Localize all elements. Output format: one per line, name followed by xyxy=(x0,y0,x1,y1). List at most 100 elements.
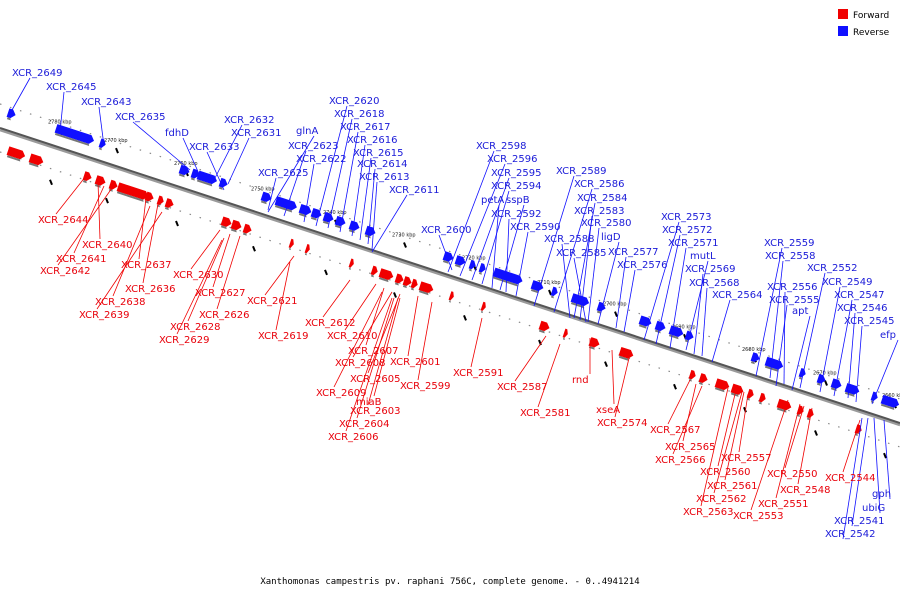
forward-label-leader xyxy=(264,255,295,296)
tick-label: 2670 kbp xyxy=(813,370,837,376)
reverse-gene-arrow xyxy=(750,352,760,365)
reverse-gene-label: efp xyxy=(880,330,896,341)
reverse-gene-arrow-shadow xyxy=(454,264,461,268)
forward-label-leader xyxy=(352,291,393,358)
forward-gene-arrow-shape xyxy=(758,392,766,403)
forward-label-leader xyxy=(97,181,101,240)
tick-label: 2660 kbp xyxy=(882,393,900,399)
reverse-label-leader xyxy=(227,137,250,185)
tick-mark xyxy=(393,292,397,298)
forward-gene-arrow-shadow xyxy=(116,191,144,202)
reverse-gene-label: XCR_2611 xyxy=(389,185,440,196)
forward-gene-arrow xyxy=(618,346,634,361)
reverse-gene-label: XCR_2583 xyxy=(574,206,625,217)
reverse-gene-arrow-shape xyxy=(6,108,16,119)
reverse-label-leader xyxy=(871,339,899,405)
forward-gene-label: XCR_2641 xyxy=(56,254,107,265)
reverse-gene-arrow xyxy=(442,251,454,264)
forward-gene-arrow-shape xyxy=(108,179,118,190)
reverse-gene-arrow-shadow xyxy=(596,310,601,314)
forward-label-leader xyxy=(367,297,399,406)
genome-axis xyxy=(0,127,900,424)
reverse-gene-label: XCR_2616 xyxy=(347,135,398,146)
tick-mark xyxy=(883,452,887,459)
reverse-gene-label: XCR_2577 xyxy=(608,247,659,258)
reverse-gene-arrow-shadow xyxy=(322,220,329,225)
reverse-gene-label: XCR_2635 xyxy=(115,112,166,123)
forward-gene-arrow-shadow xyxy=(370,274,374,278)
forward-gene-label: XCR_2636 xyxy=(125,284,176,295)
forward-gene-arrow xyxy=(164,198,174,211)
tick-mark xyxy=(403,242,407,248)
reverse-gene-arrow xyxy=(478,263,486,275)
reverse-gene-arrow xyxy=(570,293,590,309)
reverse-gene-label: XCR_2545 xyxy=(844,316,895,327)
reverse-gene-label: ligD xyxy=(601,232,621,243)
tick-mark xyxy=(824,380,828,386)
forward-gene-label: XCR_2603 xyxy=(350,406,401,417)
tick-mark xyxy=(604,361,608,368)
reverse-gene-arrow xyxy=(260,191,272,205)
forward-label-leader xyxy=(700,387,729,507)
tick-label: 2770 kbp xyxy=(104,138,128,144)
reverse-gene-arrow-shape xyxy=(190,168,200,179)
reverse-label-leader xyxy=(701,287,708,357)
reverse-gene-arrow-shape xyxy=(684,330,694,341)
reverse-gene-label: XCR_2613 xyxy=(359,172,410,183)
forward-label-leader xyxy=(470,317,483,368)
reverse-gene-label: fdhD xyxy=(165,128,189,139)
reverse-label-leader xyxy=(643,221,680,341)
forward-gene-label: XCR_2544 xyxy=(825,473,876,484)
forward-label-leader xyxy=(275,261,291,331)
reverse-label-leader xyxy=(11,77,31,111)
forward-gene-arrow xyxy=(698,373,708,386)
forward-label-leader xyxy=(138,197,147,260)
tick-label: 2710 kbp xyxy=(537,280,561,286)
reverse-label-leader xyxy=(283,150,307,217)
forward-gene-arrow-shadow xyxy=(394,282,399,286)
reverse-gene-label: XCR_2649 xyxy=(12,68,63,79)
reverse-label-leader xyxy=(873,417,881,514)
reverse-gene-label: XCR_2568 xyxy=(689,278,740,289)
forward-gene-label: XCR_2566 xyxy=(655,455,706,466)
forward-label-leader xyxy=(682,383,697,442)
reverse-gene-arrow xyxy=(798,367,806,380)
forward-gene-arrow-shape xyxy=(6,146,26,160)
tick-mark xyxy=(252,245,256,252)
reverse-gene-arrow-shape xyxy=(196,170,218,185)
reverse-label-leader xyxy=(783,291,786,385)
forward-gene-label: XCR_2567 xyxy=(650,425,701,436)
reverse-label-leader xyxy=(371,194,408,253)
forward-label-leader xyxy=(417,301,433,381)
reverse-gene-label: sspB xyxy=(506,195,530,206)
forward-gene-arrow-shape xyxy=(714,378,730,391)
tick-mark xyxy=(614,311,618,318)
forward-gene-arrow-shadow xyxy=(538,329,545,334)
tick-label: 2780 kbp xyxy=(48,120,72,126)
reverse-label-leader xyxy=(769,260,784,379)
forward-gene-arrow xyxy=(448,291,454,303)
forward-gene-arrow xyxy=(116,182,149,202)
forward-label-leader xyxy=(112,205,151,297)
reverse-gene-arrow-shape xyxy=(218,177,228,188)
forward-gene-arrow-shadow xyxy=(402,285,407,289)
reverse-gene-arrow-shadow xyxy=(530,288,539,294)
tick-mark xyxy=(463,315,467,321)
reverse-gene-label: XCR_2571 xyxy=(668,238,719,249)
forward-gene-arrow-shape xyxy=(156,195,164,205)
reverse-gene-arrow xyxy=(468,259,476,272)
reverse-gene-label: XCR_2559 xyxy=(764,238,815,249)
forward-label-leader xyxy=(57,187,113,266)
forward-gene-arrow-shape xyxy=(394,273,404,284)
reverse-gene-label: XCR_2588 xyxy=(544,234,595,245)
reverse-gene-arrow-shadow xyxy=(654,329,661,334)
forward-gene-arrow-shadow xyxy=(714,387,725,393)
reverse-label-leader xyxy=(755,247,783,377)
forward-gene-arrow xyxy=(418,281,434,296)
reverse-gene-label: XCR_2541 xyxy=(834,516,885,527)
forward-gene-arrow-shadow xyxy=(304,252,307,256)
reverse-gene-arrow xyxy=(830,378,842,392)
reverse-label-leader xyxy=(711,299,731,363)
forward-label-leader xyxy=(842,419,861,473)
reverse-label-leader xyxy=(182,137,201,177)
